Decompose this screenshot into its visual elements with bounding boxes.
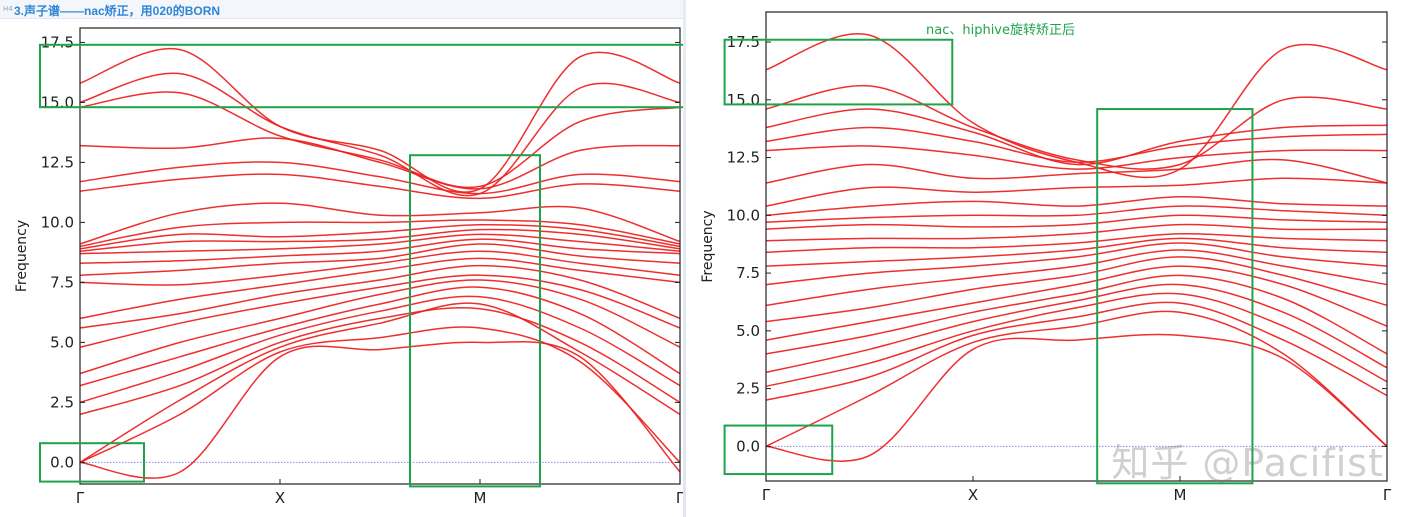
y-tick-label: 15.0 (41, 93, 74, 111)
phonon-band-23 (79, 72, 681, 197)
phonon-band-18 (79, 202, 681, 245)
phonon-band-19 (765, 145, 1388, 170)
phonon-band-4 (79, 306, 681, 416)
phonon-band-15 (765, 205, 1388, 223)
right-plot-panel: 0.0 2.5 5.0 7.5 10.0 12.5 15.0 17.5 Γ X M Γ Frequenc… (686, 0, 1416, 517)
phonon-band-15 (79, 228, 681, 252)
y-tick-label: 12.5 (727, 149, 760, 167)
highlight-box-2 (1096, 108, 1254, 485)
y-tick-label: 17.5 (727, 33, 760, 51)
phonon-band-16 (79, 223, 681, 250)
phonon-band-21 (765, 108, 1388, 166)
phonon-band-1 (765, 333, 1388, 462)
phonon-band-24 (79, 47, 681, 193)
heading-text: 3.声子谱——nac矫正，用020的BORN (14, 4, 221, 18)
phonon-band-21 (79, 137, 681, 190)
phonon-band-22 (79, 91, 681, 189)
phonon-band-17 (79, 219, 681, 248)
phonon-band-18 (765, 158, 1388, 184)
phonon-band-5 (765, 283, 1388, 374)
phonon-band-2 (765, 310, 1388, 447)
phonon-band-22 (765, 84, 1388, 170)
y-tick-label: 0.0 (50, 453, 74, 471)
phonon-band-16 (765, 196, 1388, 217)
x-tick-label: Γ (762, 486, 771, 504)
phonon-band-20 (765, 126, 1388, 163)
phonon-band-9 (79, 264, 681, 329)
phonon-band-6 (765, 274, 1388, 355)
y-axis-label: Frequency (700, 210, 716, 282)
phonon-band-11 (79, 250, 681, 286)
phonon-band-6 (79, 286, 681, 387)
x-tick-label: Γ (76, 489, 85, 507)
x-tick-label: M (1174, 486, 1187, 504)
y-tick-label: 10.0 (41, 213, 74, 231)
plot-frame (79, 27, 681, 485)
highlight-box-2 (409, 154, 541, 488)
y-axis-label: Frequency (14, 220, 30, 292)
band-structure-chart-left: 0.0 2.5 5.0 7.5 10.0 12.5 15.0 17.5 Γ X M Γ Frequenc… (14, 27, 801, 507)
phonon-band-8 (765, 256, 1388, 323)
phonon-band-7 (79, 279, 681, 375)
phonon-band-19 (79, 173, 681, 200)
phonon-band-17 (765, 177, 1388, 207)
phonon-band-1 (79, 341, 681, 479)
phonon-band-8 (79, 274, 681, 348)
phonon-band-10 (765, 242, 1388, 286)
document-heading-bar: H4 3.声子谱——nac矫正，用020的BORN (0, 0, 684, 19)
phonon-band-9 (765, 249, 1388, 307)
phonon-band-3 (765, 301, 1388, 401)
y-tick-label: 0.0 (736, 437, 760, 455)
y-tick-label: 10.0 (727, 206, 760, 224)
heading-level-tag: H4 (3, 5, 13, 13)
phonon-band-13 (765, 223, 1388, 242)
band-structure-chart-right: 0.0 2.5 5.0 7.5 10.0 12.5 15.0 17.5 Γ X M Γ Frequenc… (700, 11, 1392, 504)
plot-frame (765, 11, 1388, 482)
left-plot-panel: H4 3.声子谱——nac矫正，用020的BORN 0.0 2.5 5.0 7.5 10… (0, 0, 801, 517)
y-tick-label: 17.5 (41, 33, 74, 51)
y-tick-label: 5.0 (50, 333, 74, 351)
phonon-band-11 (765, 237, 1388, 267)
x-tick-label: X (968, 486, 978, 504)
phonon-band-13 (79, 238, 681, 264)
phonon-band-2 (79, 326, 681, 464)
x-tick-label: Γ (676, 489, 685, 507)
x-tick-label: M (474, 489, 487, 507)
x-tick-label: Γ (1383, 486, 1392, 504)
phonon-band-12 (79, 243, 681, 276)
y-tick-label: 12.5 (41, 153, 74, 171)
y-tick-label: 2.5 (50, 393, 74, 411)
y-tick-label: 7.5 (736, 264, 760, 282)
highlight-box-1 (723, 38, 954, 106)
highlight-box-3 (39, 442, 145, 483)
phonon-band-3 (79, 302, 681, 464)
phonon-band-7 (765, 265, 1388, 341)
annotation-text: nac、hiphive旋转矫正后 (926, 23, 1075, 38)
y-tick-label: 5.0 (736, 322, 760, 340)
phonon-band-12 (765, 232, 1388, 254)
phonon-band-20 (79, 161, 681, 195)
phonon-band-10 (79, 257, 681, 320)
phonon-band-23 (765, 33, 1388, 179)
phonon-band-14 (765, 214, 1388, 230)
panel-divider (683, 0, 686, 517)
y-tick-label: 7.5 (50, 273, 74, 291)
y-tick-label: 2.5 (736, 380, 760, 398)
watermark: 知乎 @Pacifist (1111, 441, 1384, 485)
phonon-band-5 (79, 295, 681, 404)
y-tick-label: 15.0 (727, 91, 760, 109)
phonon-band-4 (765, 292, 1388, 388)
x-tick-label: X (275, 489, 285, 507)
phonon-band-14 (79, 233, 681, 255)
highlight-box-3 (723, 424, 834, 476)
